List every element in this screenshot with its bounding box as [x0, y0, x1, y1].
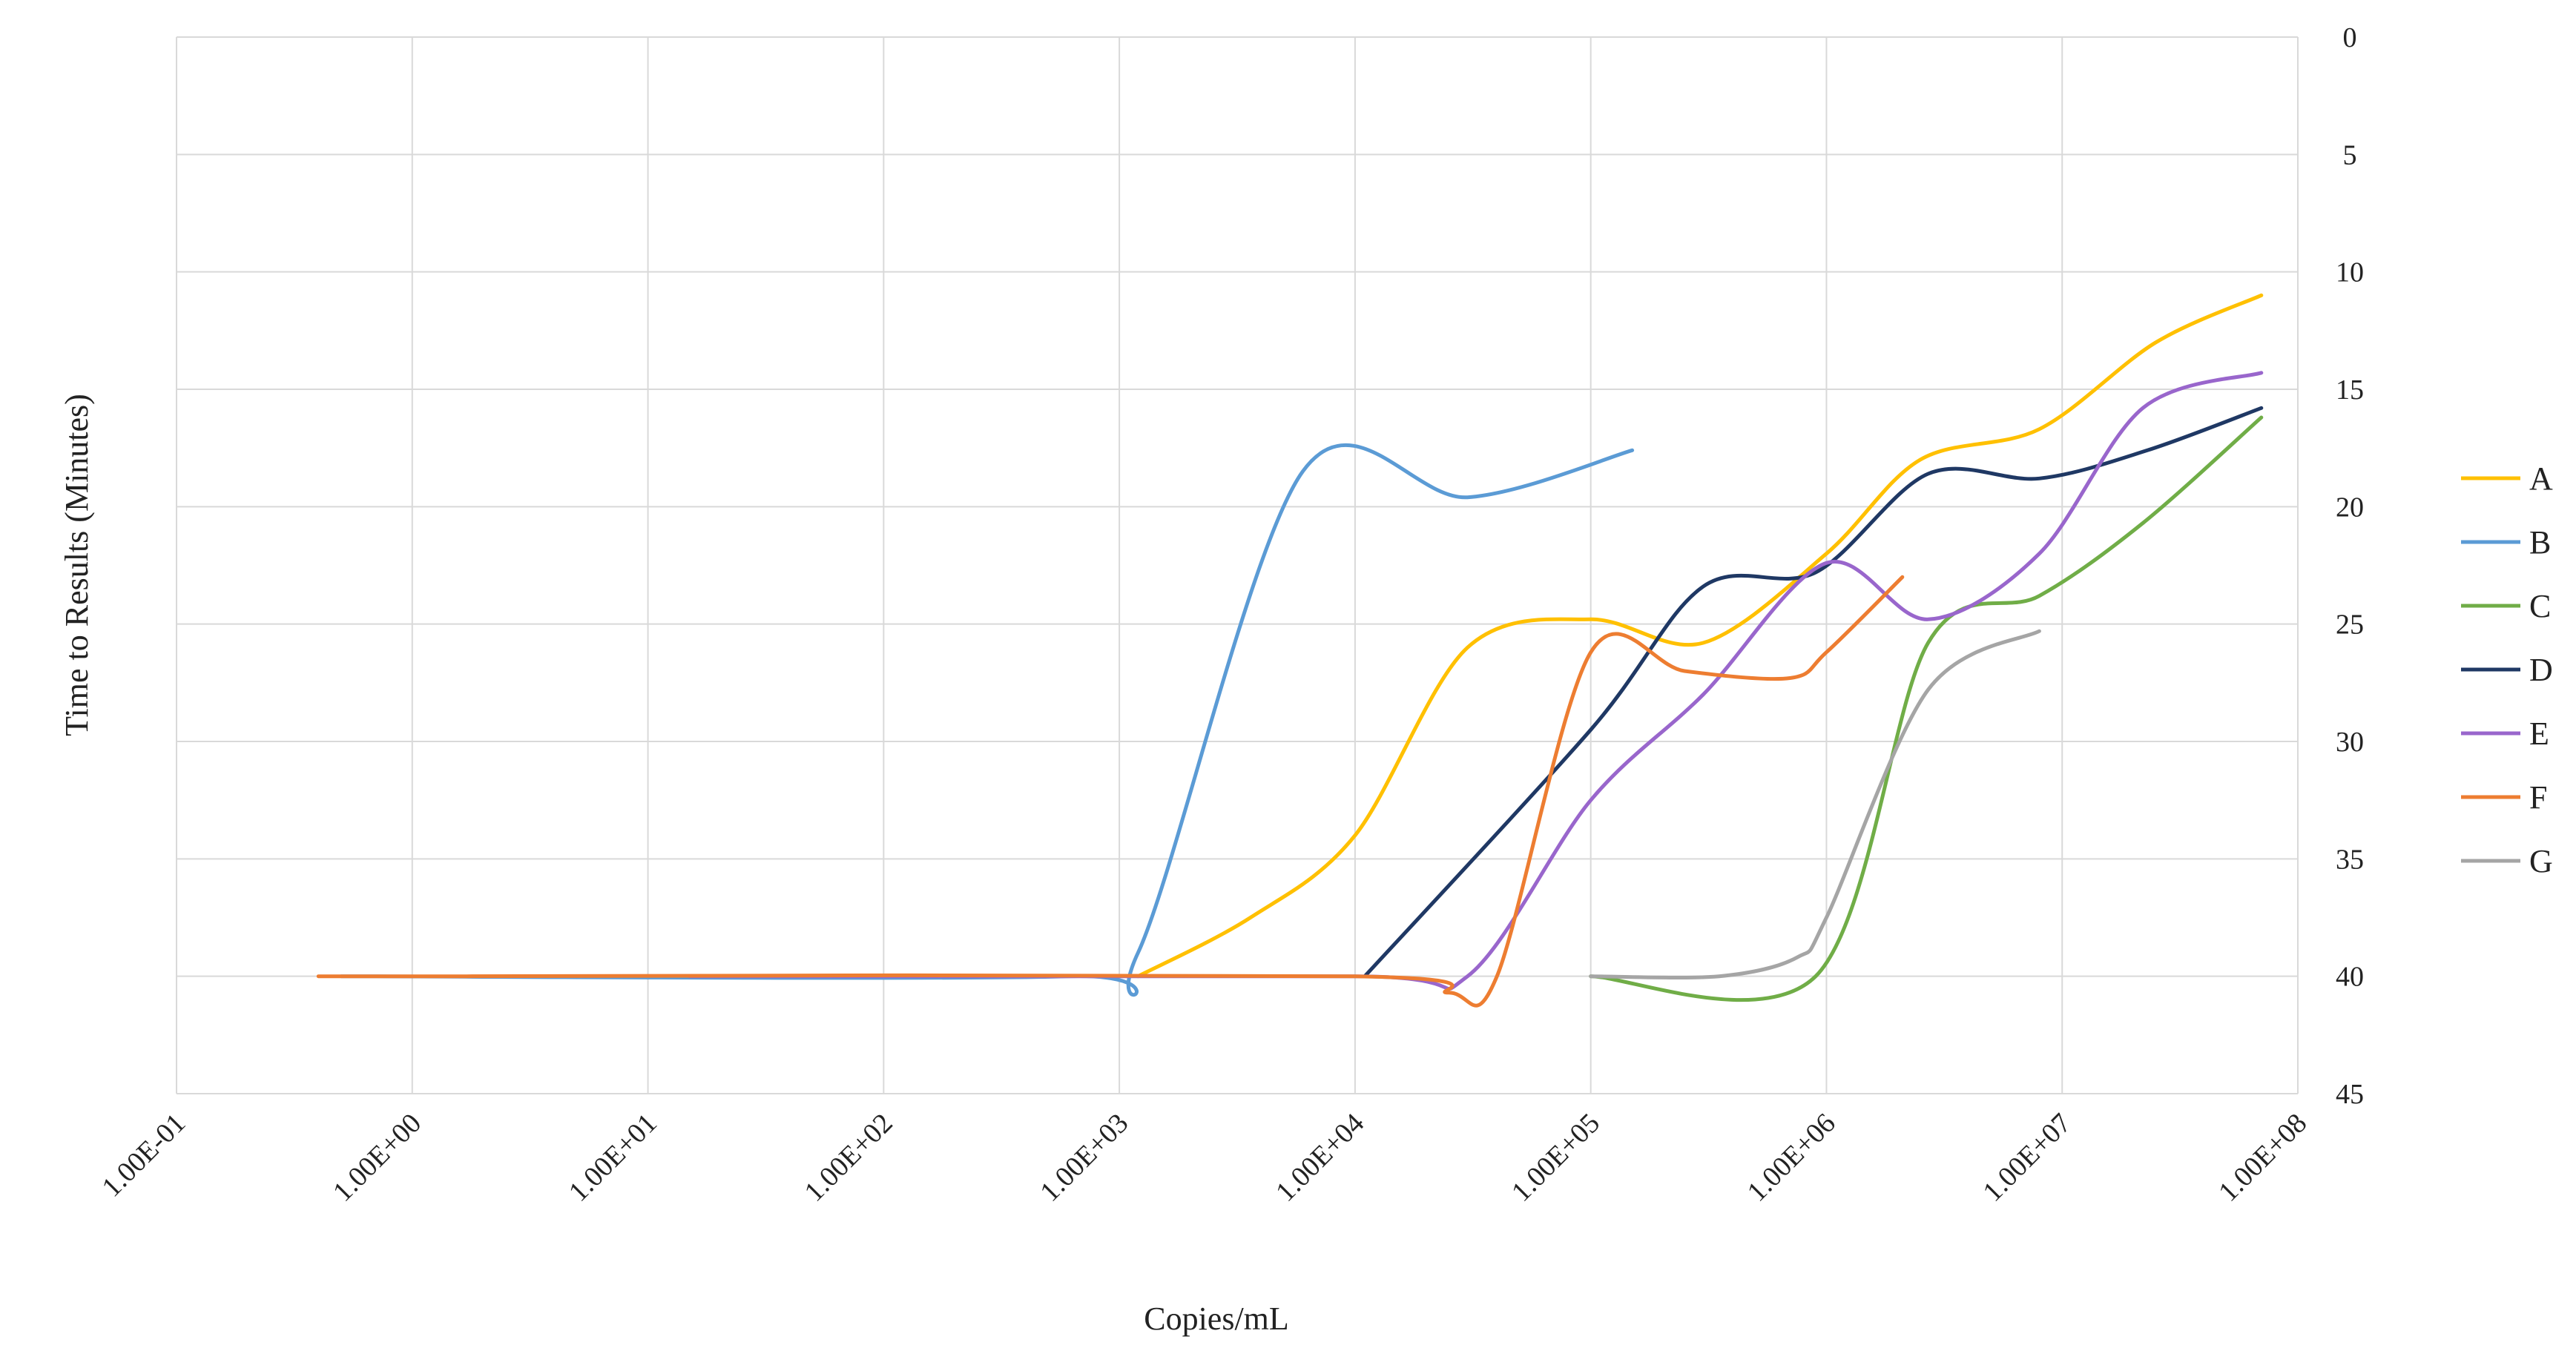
y-axis-title: Time to Results (Minutes) — [59, 394, 95, 736]
y-tick-label: 35 — [2336, 844, 2364, 875]
legend-label-e: E — [2529, 716, 2549, 752]
y-tick-label: 40 — [2336, 962, 2364, 993]
x-axis-title: Copies/mL — [1144, 1301, 1289, 1337]
series-lines — [316, 293, 2264, 1008]
legend-label-f: F — [2529, 779, 2547, 816]
legend-label-b: B — [2529, 524, 2551, 561]
y-tick-label: 30 — [2336, 727, 2364, 758]
gridlines — [176, 36, 2299, 1094]
y-tick-label: 10 — [2336, 257, 2364, 288]
y-tick-label: 25 — [2336, 609, 2364, 641]
series-line-f — [316, 575, 1905, 1008]
y-tick-label: 20 — [2336, 492, 2364, 523]
y-tick-label: 15 — [2336, 374, 2364, 406]
legend-label-g: G — [2529, 843, 2553, 879]
y-tick-label: 0 — [2343, 22, 2357, 53]
series-line-g — [1589, 629, 2041, 979]
legend-label-a: A — [2529, 460, 2553, 497]
series-line-d — [1363, 406, 2264, 979]
series-line-c — [1589, 415, 2264, 1002]
y-tick-label: 45 — [2336, 1079, 2364, 1110]
y-tick-labels: 0 5 10 15 20 25 30 35 40 45 — [2336, 22, 2364, 1110]
series-line-a — [1136, 293, 2264, 979]
y-tick-label: 5 — [2343, 139, 2357, 171]
legend-label-d: D — [2529, 652, 2553, 688]
legend-label-c: C — [2529, 588, 2551, 624]
